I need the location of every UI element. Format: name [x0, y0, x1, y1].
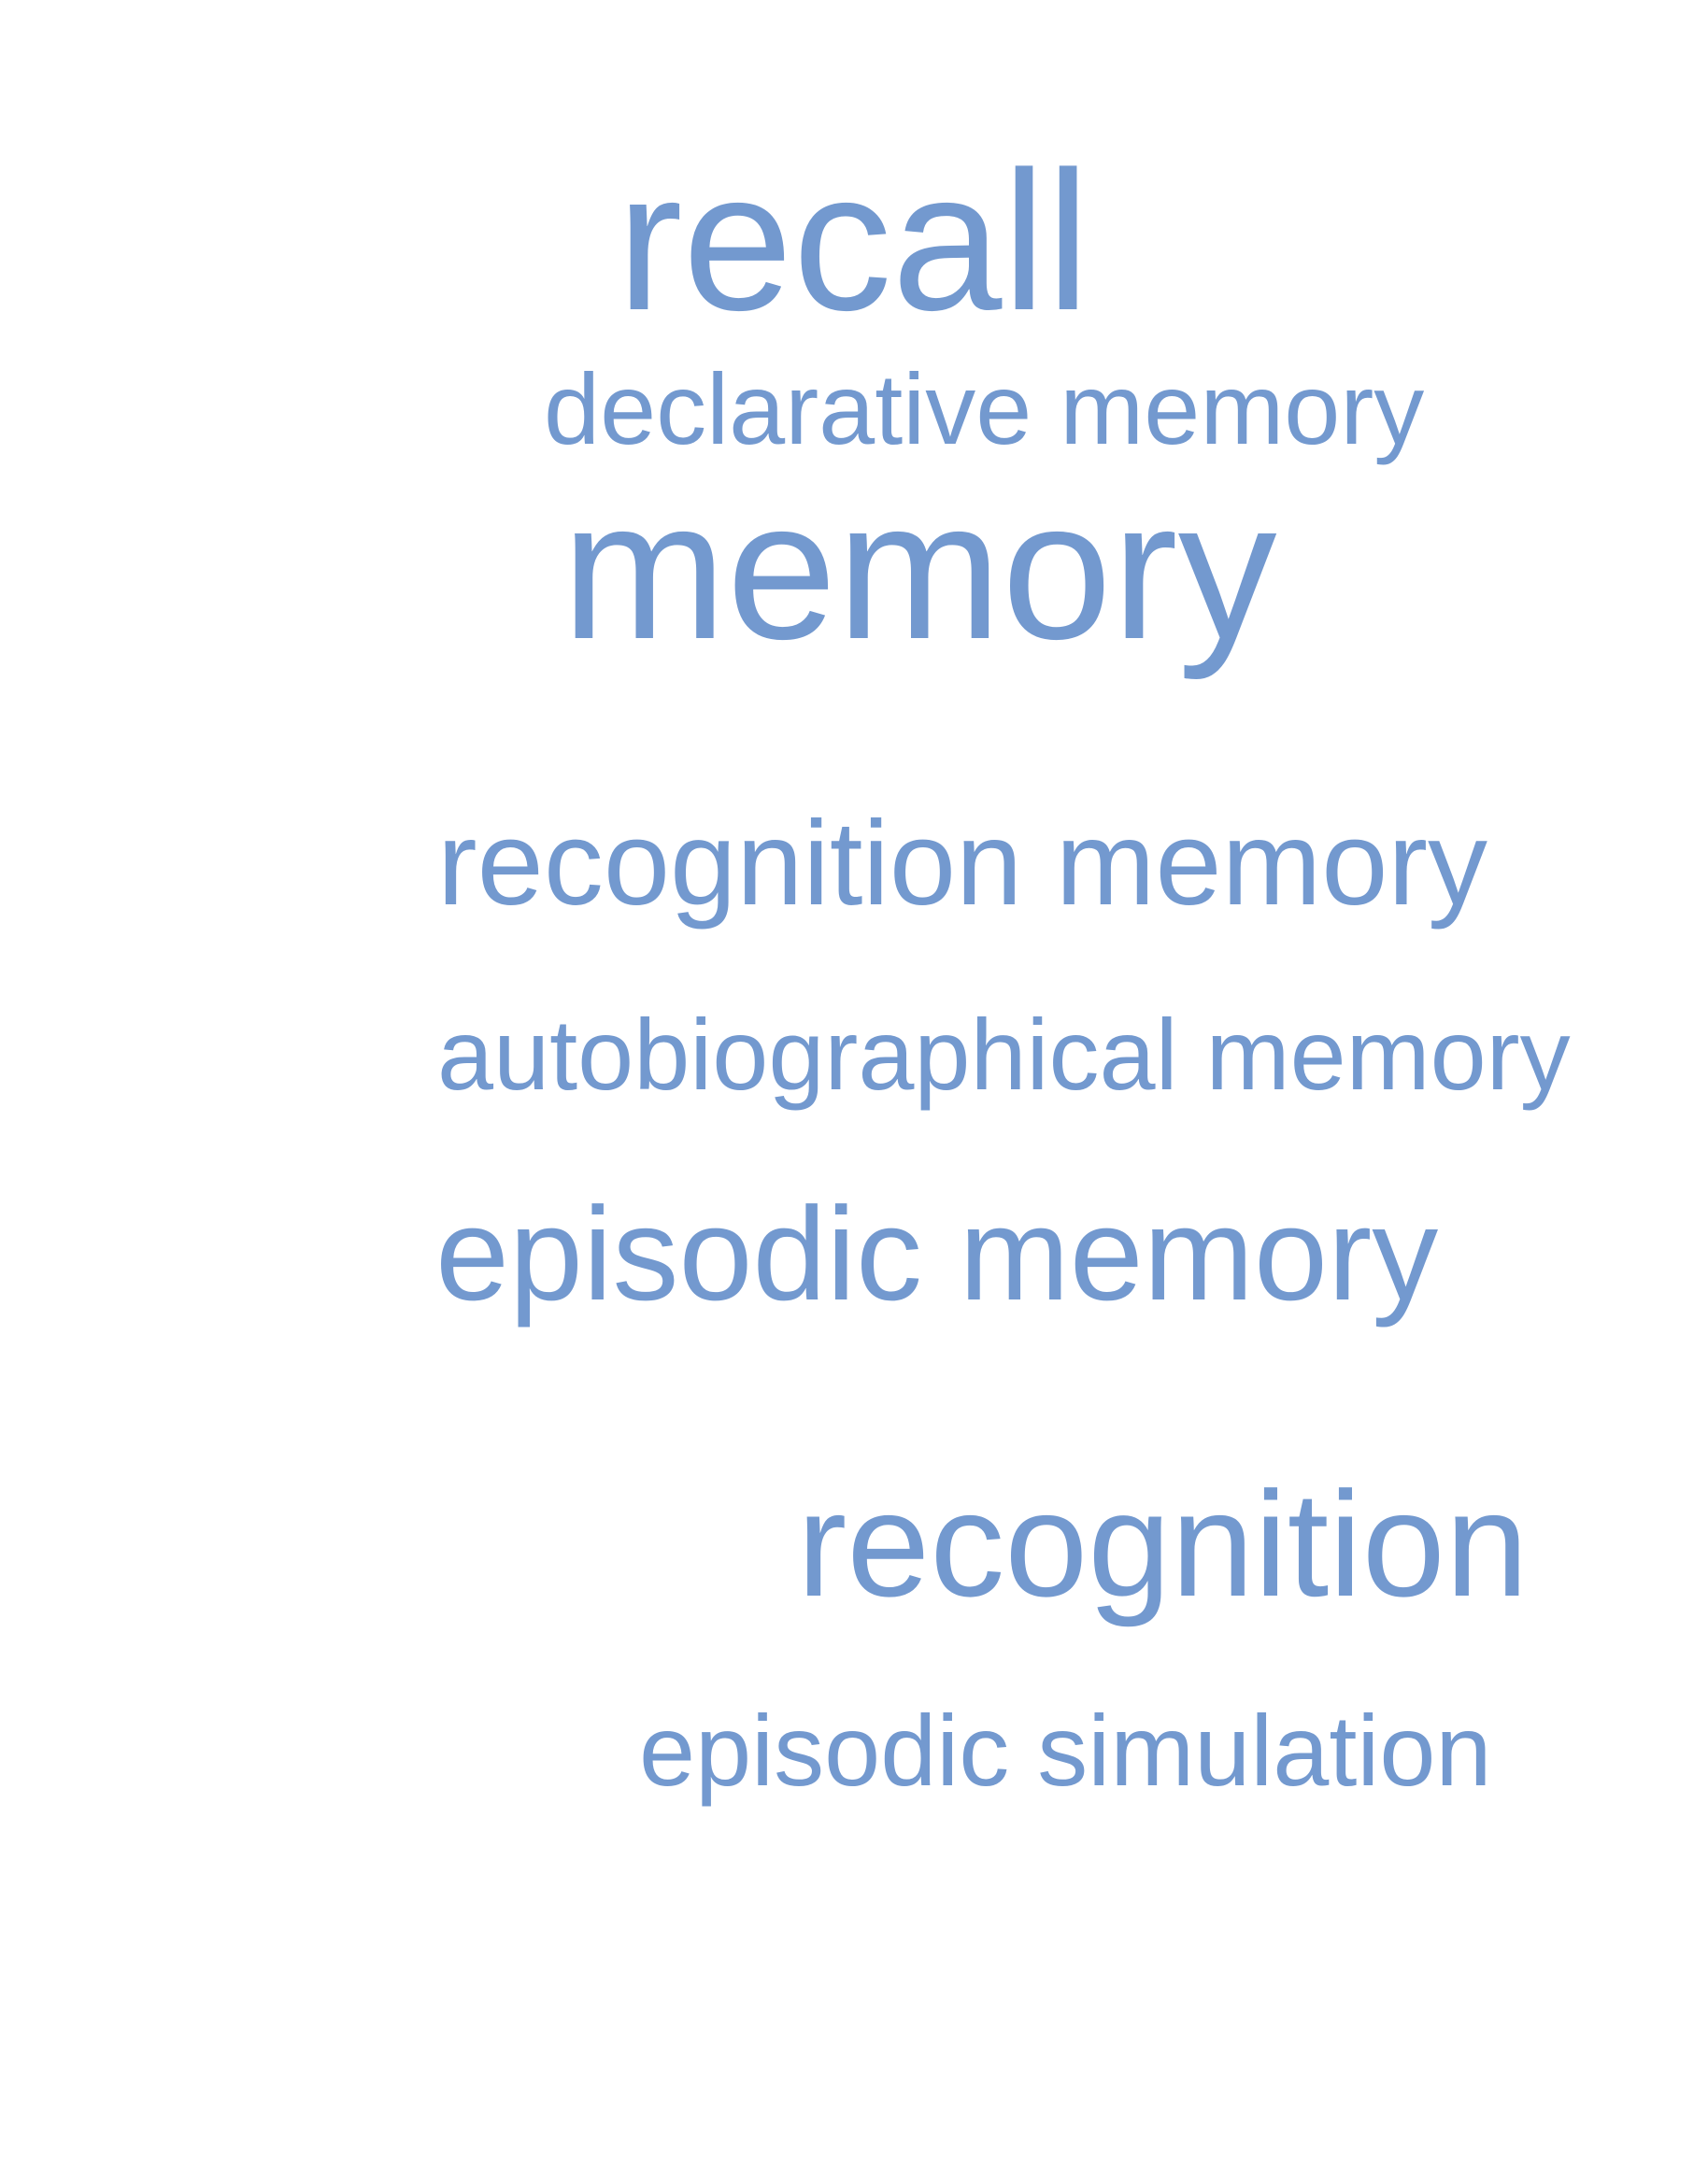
- term-memory: memory: [562, 459, 1277, 680]
- term-recognition: recognition: [797, 1460, 1529, 1627]
- term-recognition-memory: recognition memory: [437, 797, 1487, 930]
- term-autobiographical-memory: autobiographical memory: [437, 998, 1571, 1111]
- term-episodic-simulation: episodic simulation: [639, 1694, 1492, 1807]
- term-declarative-memory: declarative memory: [544, 352, 1425, 465]
- term-recall: recall: [617, 130, 1090, 351]
- term-episodic-memory: episodic memory: [435, 1180, 1439, 1328]
